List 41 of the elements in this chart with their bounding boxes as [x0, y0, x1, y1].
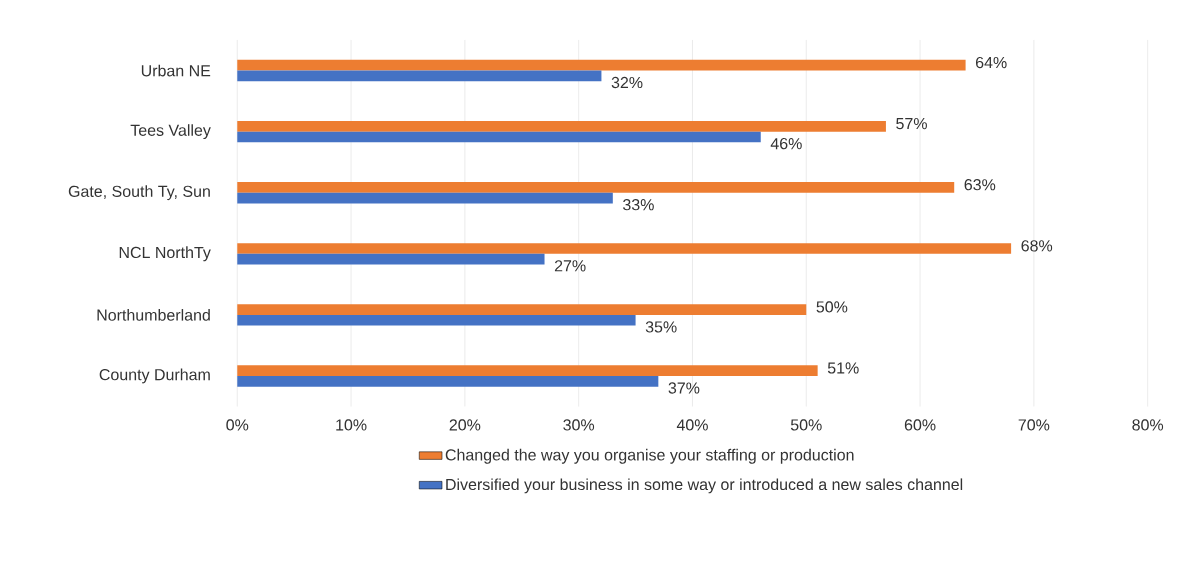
bar [237, 314, 636, 326]
x-tick-label: 40% [676, 419, 708, 431]
data-label: 32% [611, 76, 643, 89]
data-label: 27% [554, 260, 586, 272]
bar [237, 243, 1012, 254]
y-tick-label: County Durham [99, 368, 210, 384]
x-tick-label: 0% [226, 419, 249, 431]
data-label: 35% [645, 321, 677, 333]
legend-label: Diversified your business in some way or introduced a new sales channel [446, 478, 963, 494]
x-tick-label: 60% [904, 419, 936, 431]
bar [237, 121, 886, 132]
data-label: 63% [964, 179, 996, 191]
bar [237, 365, 818, 377]
bar [237, 376, 659, 387]
data-label: 64% [976, 56, 1007, 69]
bar [237, 59, 966, 71]
data-label: 57% [896, 118, 927, 130]
data-label: 50% [816, 301, 848, 313]
data-label: 68% [1021, 240, 1053, 252]
x-tick-label: 30% [563, 419, 595, 431]
data-label: 37% [668, 382, 700, 394]
x-tick-label: 20% [449, 419, 481, 431]
bar [237, 192, 613, 204]
legend-label: Changed the way you organise your staffing or production [445, 448, 854, 464]
data-label: 46% [770, 138, 802, 150]
bar [237, 70, 602, 82]
x-tick-label: 70% [1018, 419, 1050, 431]
y-tick-label: Tees Valley [130, 124, 211, 140]
x-tick-label: 50% [790, 419, 822, 431]
x-tick-label: 10% [336, 419, 367, 431]
y-tick-label: NCL NorthTy [119, 246, 211, 262]
data-label: 51% [827, 362, 859, 374]
y-tick-label: Gate, South Ty, Sun [68, 185, 210, 201]
bar [237, 304, 807, 315]
bar [237, 253, 545, 265]
y-tick-label: Urban NE [141, 64, 211, 77]
y-tick-label: Northumberland [97, 309, 210, 321]
bar [237, 131, 761, 143]
x-tick-label: 80% [1132, 419, 1164, 431]
bar [237, 182, 955, 193]
data-label: 33% [623, 199, 654, 211]
